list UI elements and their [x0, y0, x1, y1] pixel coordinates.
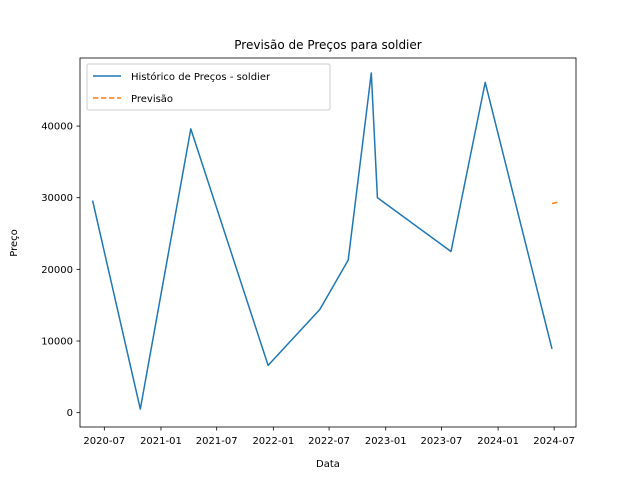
x-axis: 2020-07 2021-01 2021-07 2022-01 2022-07 2023-…: [83, 427, 575, 447]
chart-title: Previsão de Preços para soldier: [234, 38, 422, 52]
plot-frame: [79, 57, 577, 428]
x-tick-label: 2022-01: [252, 436, 294, 447]
y-tick-label: 20000: [41, 265, 73, 276]
y-axis: 0 10000 20000 30000 40000: [41, 122, 80, 419]
legend: Histórico de Preços - soldier Previsão: [86, 63, 331, 111]
legend-label-forecast: Previsão: [131, 94, 173, 105]
x-tick-label: 2021-01: [140, 436, 182, 447]
y-tick-label: 0: [67, 408, 73, 419]
plot-lines: [91, 72, 559, 410]
x-tick-label: 2024-01: [477, 436, 519, 447]
y-axis-label: Preço: [9, 229, 20, 257]
x-tick-label: 2021-07: [196, 436, 238, 447]
x-axis-label: Data: [316, 459, 340, 470]
x-tick-label: 2023-07: [421, 436, 463, 447]
x-tick-label: 2022-07: [308, 436, 350, 447]
y-tick-label: 10000: [41, 337, 73, 348]
x-tick-label: 2024-07: [533, 436, 575, 447]
legend-label-history: Histórico de Preços - soldier: [131, 71, 271, 83]
y-tick-label: 30000: [41, 193, 73, 204]
series-line-history: [91, 72, 553, 410]
y-tick-label: 40000: [41, 122, 73, 133]
series-line-forecast: [551, 201, 559, 205]
x-tick-label: 2023-01: [365, 436, 407, 447]
x-tick-label: 2020-07: [83, 436, 125, 447]
legend-box: [86, 63, 331, 111]
